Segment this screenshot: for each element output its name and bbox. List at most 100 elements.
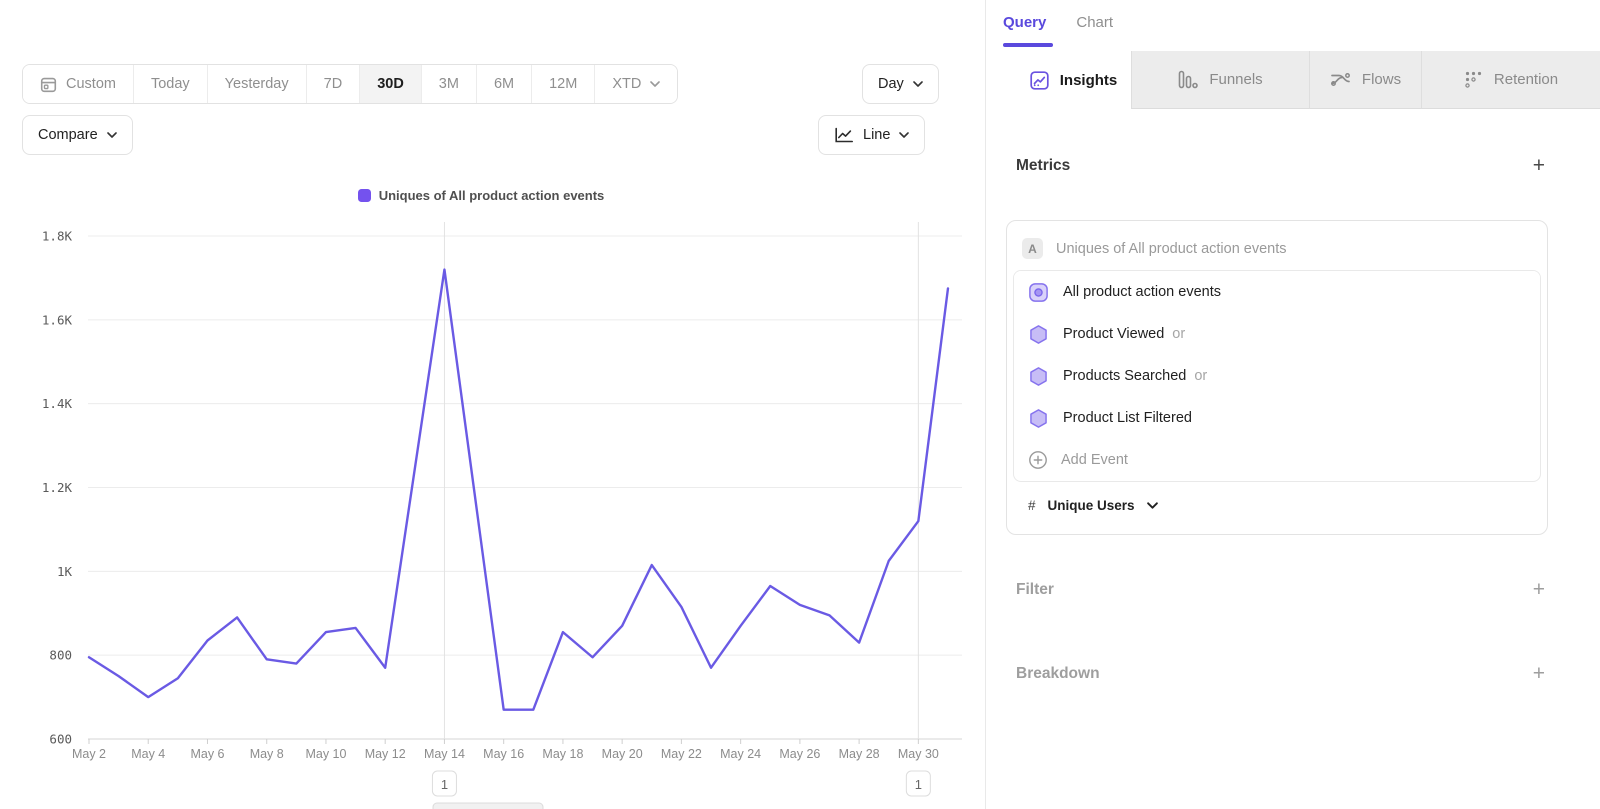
annotation-badge[interactable]: 1: [431, 770, 457, 797]
x-axis-label: May 14: [424, 747, 465, 761]
metric-label: Uniques of All product action events: [1056, 240, 1287, 257]
chart-pane: Custom Today Yesterday 7D 30D 3M 6M 12M XTD Day …: [0, 64, 985, 809]
event-row[interactable]: Product List Filtered: [1014, 397, 1540, 439]
metric-card-header[interactable]: A Uniques of All product action events: [1013, 227, 1541, 270]
range-button-7d[interactable]: 7D: [305, 65, 360, 103]
range-label: 6M: [493, 76, 515, 92]
insights-icon: [1030, 70, 1049, 90]
tab-funnels[interactable]: Funnels: [1131, 51, 1309, 109]
x-axis-label: May 28: [839, 747, 880, 761]
funnels-icon: [1179, 70, 1199, 89]
range-button-custom[interactable]: Custom: [23, 65, 133, 103]
range-button-today[interactable]: Today: [132, 65, 207, 103]
add-breakdown-button[interactable]: +: [1532, 662, 1545, 685]
event-name: Product List Filtered: [1063, 410, 1192, 426]
tab-funnels-label: Funnels: [1209, 71, 1263, 88]
flows-icon: [1330, 72, 1350, 86]
aggregation-label: Unique Users: [1047, 497, 1135, 513]
add-filter-button[interactable]: +: [1532, 578, 1545, 601]
tab-retention-label: Retention: [1493, 71, 1559, 88]
calendar-icon: [40, 77, 57, 92]
metric-card: A Uniques of All product action events A…: [1006, 220, 1548, 535]
event-row[interactable]: Products Searched or: [1014, 355, 1540, 397]
x-axis-label: May 4: [131, 747, 165, 761]
breakdown-section: Breakdown +: [1016, 662, 1545, 685]
annotation-badge[interactable]: 1: [905, 770, 931, 797]
chevron-down-icon: [106, 132, 117, 138]
x-axis-label: May 30: [898, 747, 939, 761]
event-hexagon-icon: [1030, 324, 1047, 344]
event-row[interactable]: Product Viewed or: [1014, 313, 1540, 355]
y-axis-label: 1.6K: [42, 312, 73, 327]
y-axis-label: 1.2K: [42, 480, 73, 495]
aggregation-selector[interactable]: # Unique Users: [1013, 482, 1541, 528]
event-hexagon-icon: [1030, 408, 1047, 428]
x-axis-label: May 8: [250, 747, 284, 761]
add-metric-button[interactable]: +: [1532, 154, 1545, 177]
y-axis-label: 1.8K: [42, 229, 73, 244]
annotation-badge-label: 1: [915, 777, 922, 792]
metric-series-badge: A: [1022, 238, 1043, 259]
chart-area: Uniques of All product action events 600…: [0, 185, 985, 809]
data-series-line[interactable]: [87, 268, 950, 711]
legend-item[interactable]: Uniques of All product action events: [0, 188, 962, 203]
tab-retention[interactable]: Retention: [1421, 51, 1600, 109]
range-button-6m[interactable]: 6M: [475, 65, 532, 103]
range-button-xtd[interactable]: XTD: [594, 65, 678, 103]
event-operator: or: [1194, 368, 1208, 384]
x-axis-label: May 18: [542, 747, 583, 761]
tab-query[interactable]: Query: [1003, 14, 1047, 31]
add-event-label: Add Event: [1061, 452, 1128, 468]
report-type-tabs: Insights Funnels Flows: [986, 51, 1600, 109]
tab-insights-label: Insights: [1059, 71, 1118, 89]
range-button-yesterday[interactable]: Yesterday: [206, 65, 306, 103]
event-operator: or: [1172, 326, 1186, 342]
number-symbol: #: [1028, 497, 1036, 513]
chevron-down-icon: [1146, 501, 1158, 509]
partial-tooltip: [432, 802, 544, 809]
chevron-down-icon: [899, 132, 910, 138]
event-hexagon-icon: [1030, 366, 1047, 386]
x-axis-label: May 10: [305, 747, 346, 761]
tab-chart[interactable]: Chart: [1076, 14, 1114, 31]
compare-button[interactable]: Compare: [22, 115, 133, 155]
compare-label: Compare: [38, 127, 98, 143]
tab-insights[interactable]: Insights: [1016, 51, 1131, 109]
range-button-30d[interactable]: 30D: [359, 65, 421, 103]
filter-heading: Filter: [1016, 581, 1054, 598]
event-row[interactable]: All product action events: [1014, 271, 1540, 313]
event-list: All product action events Product Viewed o…: [1013, 270, 1541, 482]
event-name: Products Searched: [1063, 368, 1187, 384]
range-label: 12M: [549, 76, 578, 92]
chart-type-button[interactable]: Line: [818, 115, 926, 155]
range-label: 3M: [438, 76, 459, 92]
x-axis-label: May 22: [661, 747, 702, 761]
range-label: Yesterday: [224, 76, 289, 92]
filter-section: Filter +: [1016, 578, 1545, 601]
line-chart: 600 800 1K 1.2K 1.4K 1.6K 1.8K May 2 May 4 May 6 M…: [42, 222, 962, 809]
tab-flows[interactable]: Flows: [1309, 51, 1421, 109]
tab-spacer: [986, 51, 1016, 109]
panel-view-tabs: Query Chart: [986, 0, 1600, 51]
chevron-down-icon: [650, 81, 661, 87]
granularity-button[interactable]: Day: [862, 64, 939, 104]
legend-label: Uniques of All product action events: [378, 188, 605, 203]
date-range-segmented-control: Custom Today Yesterday 7D 30D 3M 6M 12M XTD: [22, 64, 679, 104]
plus-circle-icon: [1029, 451, 1047, 469]
breakdown-heading: Breakdown: [1016, 665, 1100, 682]
range-label: 30D: [377, 76, 404, 92]
chart-type-label: Line: [863, 127, 891, 143]
tab-flows-label: Flows: [1361, 71, 1402, 88]
retention-icon: [1465, 71, 1481, 88]
add-event-button[interactable]: Add Event: [1014, 439, 1540, 481]
range-button-12m[interactable]: 12M: [531, 65, 595, 103]
query-panel: Query Chart Insights Funnels: [985, 0, 1600, 809]
metrics-heading: Metrics: [1016, 157, 1071, 174]
range-button-3m[interactable]: 3M: [420, 65, 476, 103]
event-group-icon: [1029, 282, 1048, 302]
y-axis-label: 800: [49, 648, 72, 663]
active-tab-underline: [1003, 43, 1053, 47]
event-name: Product Viewed: [1063, 326, 1165, 342]
x-axis-label: May 6: [190, 747, 224, 761]
